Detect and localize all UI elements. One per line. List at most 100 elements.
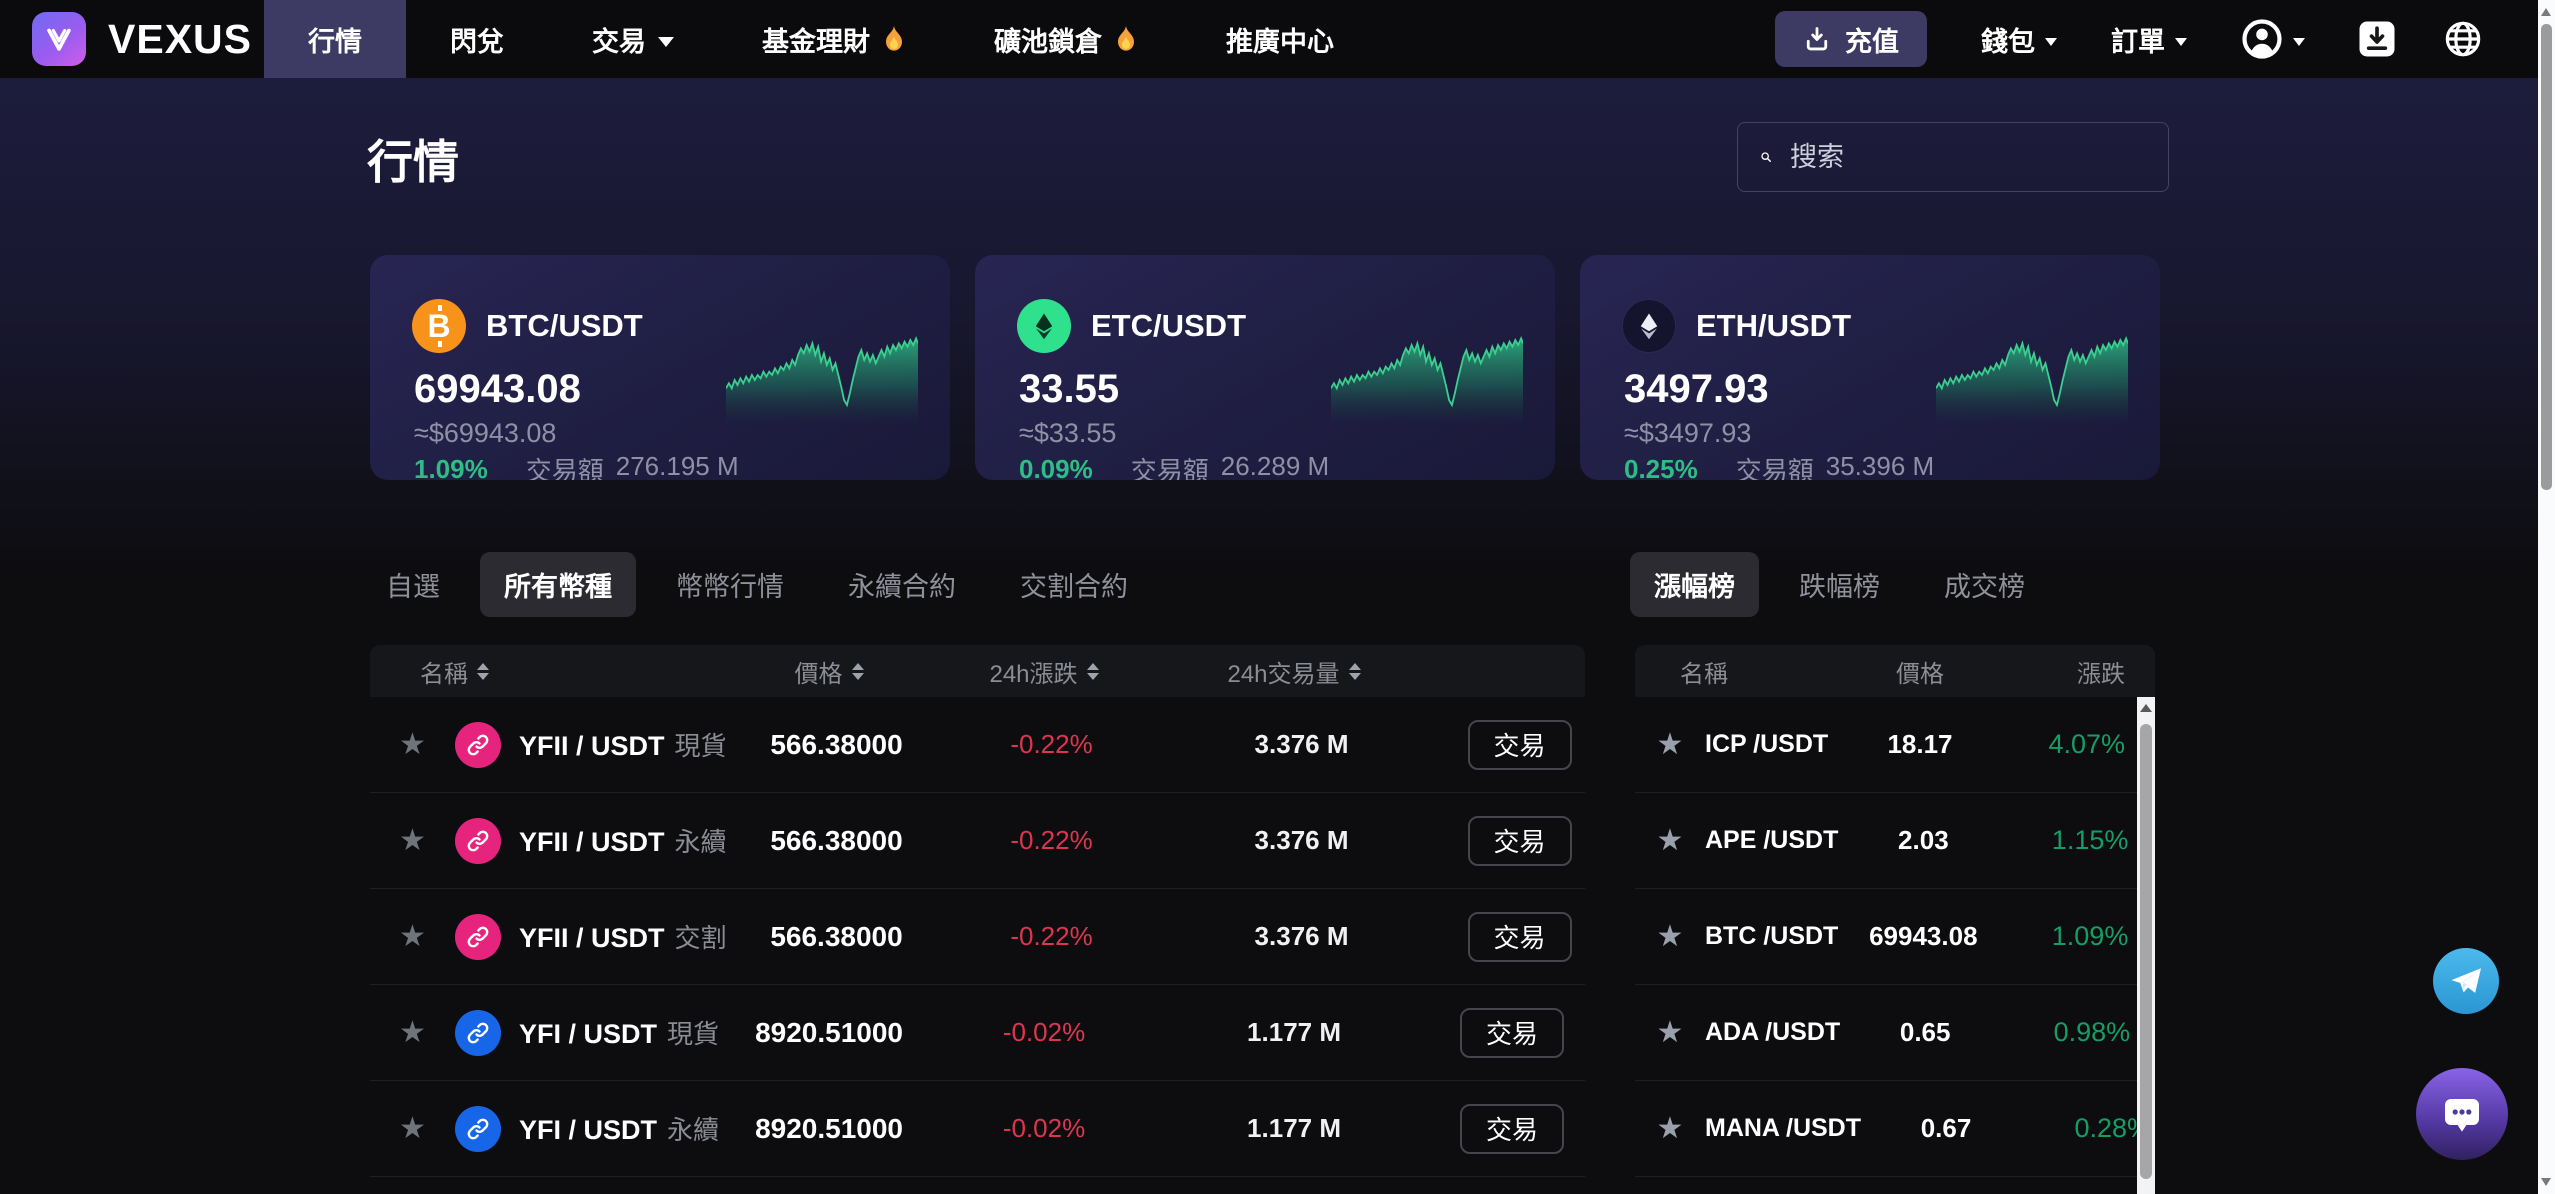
search-box[interactable] <box>1737 122 2169 192</box>
sort-icon[interactable] <box>1086 662 1099 680</box>
ticker-card-btc[interactable]: B BTC/USDT 69943.08 ≈$69943.08 1.09% 交易額 276.1… <box>370 255 950 480</box>
header-price: 價格 <box>1896 660 1944 688</box>
nav-item-label: 基金理財 <box>762 26 870 57</box>
pair-market-type: 交割 <box>674 923 727 953</box>
market-row[interactable]: ★ YFI / USDT 永續 8920.51000 -0.02% 1.177 M 交易 <box>370 1081 1585 1177</box>
rank-tabs: 漲幅榜 跌幅榜 成交榜 <box>1630 552 2049 617</box>
rank-tab-0[interactable]: 漲幅榜 <box>1630 552 1759 617</box>
favorite-star-icon[interactable]: ★ <box>399 919 426 953</box>
nav-item-promotion[interactable]: 推廣中心 <box>1182 0 1378 78</box>
nav-item-trade[interactable]: 交易 <box>548 0 718 78</box>
market-tab-2[interactable]: 幣幣行情 <box>676 572 784 602</box>
pair-change: 0.98% <box>2053 1017 2131 1047</box>
sort-icon[interactable] <box>1348 662 1361 680</box>
telegram-button[interactable] <box>2433 948 2499 1014</box>
nav-item-swap[interactable]: 閃兌 <box>406 0 548 78</box>
sort-icon[interactable] <box>851 662 864 680</box>
hot-flame-icon <box>882 25 906 53</box>
nav-item-label: 礦池鎖倉 <box>994 26 1102 57</box>
nav-item-label: 交易 <box>592 26 646 57</box>
scroll-up-arrow-icon[interactable] <box>2140 704 2152 712</box>
trade-button[interactable]: 交易 <box>1467 911 1572 962</box>
favorite-star-icon[interactable]: ★ <box>1656 1015 1684 1049</box>
favorite-star-icon[interactable]: ★ <box>399 823 426 857</box>
market-tab-0[interactable]: 自選 <box>386 572 440 602</box>
favorite-star-icon[interactable]: ★ <box>399 727 426 761</box>
nav-item-markets[interactable]: 行情 <box>264 0 406 78</box>
rank-tab-2[interactable]: 成交榜 <box>1944 572 2025 602</box>
market-tab-3[interactable]: 永續合約 <box>848 572 956 602</box>
trade-button[interactable]: 交易 <box>1467 815 1572 866</box>
pair-price: 69943.08 <box>1869 921 1978 951</box>
trade-button[interactable]: 交易 <box>1460 1007 1565 1058</box>
trade-button[interactable]: 交易 <box>1467 719 1572 770</box>
market-row[interactable]: ★ YFI / USDT 現貨 8920.51000 -0.02% 1.177 M 交易 <box>370 985 1585 1081</box>
pair-price: 18.17 <box>1887 729 1953 759</box>
download-app-icon[interactable] <box>2357 19 2397 59</box>
market-row[interactable]: ★ YFII / USDT 現貨 566.38000 -0.22% 3.376 M 交易 <box>370 697 1585 793</box>
nav-item-funds[interactable]: 基金理財 <box>718 0 950 78</box>
ticker-pair: ETC/USDT <box>1091 308 1246 343</box>
pair-market-type: 永續 <box>674 827 727 857</box>
header-name: 名稱 <box>1680 660 1728 688</box>
ticker-card-etc[interactable]: ETC/USDT 33.55 ≈$33.55 0.09% 交易額 26.289 M <box>975 255 1555 480</box>
market-row[interactable]: ★ YFII / USDT 永續 566.38000 -0.22% 3.376 M 交易 <box>370 793 1585 889</box>
rank-tab-1[interactable]: 跌幅榜 <box>1799 572 1880 602</box>
yfii-coin-icon <box>455 913 501 960</box>
ticker-price: 69943.08 <box>414 367 581 411</box>
nav-item-mining[interactable]: 礦池鎖倉 <box>950 0 1182 78</box>
gainers-table-header: 名稱 價格 漲跌 <box>1635 645 2155 697</box>
scroll-up-arrow-icon[interactable] <box>2541 8 2551 16</box>
gainer-row[interactable]: ★ BTC /USDT 69943.08 1.09% <box>1635 889 2155 985</box>
pair-volume: 3.376 M <box>1254 921 1349 951</box>
pair-name: YFII / USDT 現貨 <box>519 731 727 761</box>
deposit-button[interactable]: 充值 <box>1775 11 1927 67</box>
gainer-row[interactable]: ★ ICP /USDT 18.17 4.07% <box>1635 697 2155 793</box>
gainers-scrollbar[interactable] <box>2137 697 2155 1194</box>
telegram-plane-icon <box>2451 968 2481 993</box>
favorite-star-icon[interactable]: ★ <box>1656 823 1684 857</box>
favorite-star-icon[interactable]: ★ <box>399 1111 426 1145</box>
scrollbar-thumb[interactable] <box>2140 724 2152 1179</box>
ticker-volume-value: 26.289 M <box>1220 451 1330 480</box>
market-row[interactable]: ★ YFII / USDT 交割 566.38000 -0.22% 3.376 M 交易 <box>370 889 1585 985</box>
market-table-header: 名稱 價格 24h漲跌 24h交易量 <box>370 645 1585 697</box>
header-name: 名稱 <box>370 654 719 689</box>
gainer-row[interactable]: ★ ADA /USDT 0.65 0.98% <box>1635 985 2155 1081</box>
wallet-menu[interactable]: 錢包 <box>1981 20 2057 59</box>
support-chat-button[interactable] <box>2416 1068 2508 1160</box>
top-navbar: VEXUS 行情 閃兌 交易 基金理財 礦池鎖倉 推廣中心 充值 錢包 訂單 <box>0 0 2555 78</box>
pair-change: -0.22% <box>1010 921 1093 951</box>
gainer-row[interactable]: ★ APE /USDT 2.03 1.15% <box>1635 793 2155 889</box>
pair-volume: 1.177 M <box>1247 1017 1341 1047</box>
chevron-down-icon <box>2045 37 2057 46</box>
hot-flame-icon <box>1114 25 1138 53</box>
market-tab-1[interactable]: 所有幣種 <box>480 552 636 617</box>
brand-logo[interactable] <box>32 12 86 66</box>
favorite-star-icon[interactable]: ★ <box>1656 727 1684 761</box>
gainer-row[interactable]: ★ MANA /USDT 0.67 0.28% <box>1635 1081 2155 1177</box>
page-scrollbar[interactable] <box>2538 0 2555 1194</box>
pair-change: 1.15% <box>2051 825 2129 855</box>
ticker-pair: ETH/USDT <box>1696 308 1851 343</box>
account-menu[interactable] <box>2241 18 2305 60</box>
scrollbar-thumb[interactable] <box>2541 24 2552 490</box>
pair-change: 1.09% <box>2051 921 2129 951</box>
search-input[interactable] <box>1788 140 2146 174</box>
favorite-star-icon[interactable]: ★ <box>1656 1111 1684 1145</box>
scroll-down-arrow-icon[interactable] <box>2541 1178 2551 1186</box>
header-2: 24h漲跌 <box>989 654 1099 689</box>
favorite-star-icon[interactable]: ★ <box>1656 919 1684 953</box>
ticker-price: 33.55 <box>1019 367 1120 411</box>
ticker-volume-label: 交易額 <box>1130 456 1209 480</box>
ticker-price: 3497.93 <box>1624 367 1769 411</box>
orders-menu[interactable]: 訂單 <box>2111 20 2187 59</box>
ticker-card-eth[interactable]: ETH/USDT 3497.93 ≈$3497.93 0.25% 交易額 35.396 M <box>1580 255 2160 480</box>
trade-button[interactable]: 交易 <box>1460 1103 1565 1154</box>
language-globe-icon[interactable] <box>2443 19 2483 59</box>
market-tab-4[interactable]: 交割合約 <box>1020 572 1128 602</box>
eth-coin-icon <box>1622 299 1676 353</box>
favorite-star-icon[interactable]: ★ <box>399 1015 426 1049</box>
pair-change: -0.22% <box>1010 825 1093 855</box>
sort-icon[interactable] <box>477 662 489 680</box>
